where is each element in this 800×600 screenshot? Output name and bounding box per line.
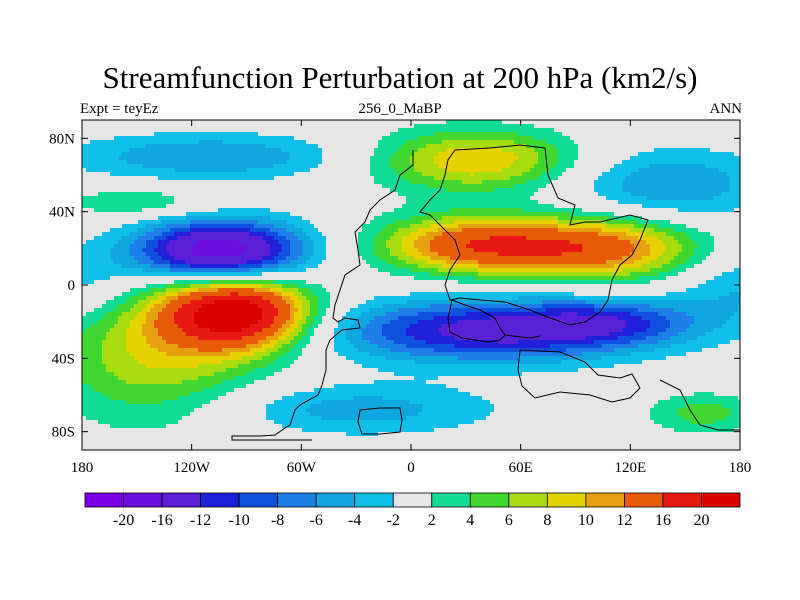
y-tick-label: 80N <box>49 131 75 147</box>
colorbar-label: 10 <box>578 512 594 529</box>
colorbar-swatch <box>431 492 471 508</box>
season-label: ANN <box>709 101 743 117</box>
colorbar-swatch <box>546 492 587 508</box>
colorbar-label: -16 <box>151 512 172 529</box>
colorbar-label: -10 <box>228 512 249 529</box>
x-tick-label: 60W <box>287 460 317 476</box>
colorbar-label: 2 <box>428 512 436 529</box>
colorbar: -20 -16 -12 -10 -8 -6 -4 -2 2 4 6 8 10 12 16 20 <box>84 492 741 529</box>
colorbar-label: 4 <box>466 512 474 529</box>
colorbar-label: 12 <box>616 512 632 529</box>
colorbar-swatch <box>315 492 356 508</box>
y-tick-label: 80S <box>52 425 75 441</box>
x-tick-label: 180 <box>71 460 94 476</box>
colorbar-label: 20 <box>693 512 709 529</box>
experiment-label: Expt = teyEz <box>80 101 159 117</box>
chart-title: Streamfunction Perturbation at 200 hPa (… <box>102 60 698 95</box>
case-label: 256_0_MaBP <box>358 101 442 117</box>
colorbar-label: -8 <box>271 512 284 529</box>
x-tick-label: 120E <box>614 460 646 476</box>
colorbar-label: -4 <box>348 512 361 529</box>
coastline-africa <box>447 299 506 343</box>
coastline-antarctica-right <box>659 379 740 431</box>
colorbar-label: -20 <box>113 512 134 529</box>
colorbar-swatch <box>624 492 664 508</box>
x-tick-label: 180 <box>729 460 752 476</box>
colorbar-swatch <box>701 492 741 508</box>
colorbar-label: 16 <box>655 512 671 529</box>
coastline-mid-africa <box>504 334 541 339</box>
colorbar-swatch <box>662 492 702 508</box>
coastline-antarctic-islet <box>357 407 403 435</box>
colorbar-swatch <box>84 492 124 508</box>
colorbar-swatch <box>585 492 625 508</box>
colorbar-swatch <box>238 492 279 508</box>
colorbar-swatch <box>354 492 394 508</box>
y-tick-label: 0 <box>68 278 76 294</box>
colorbar-label: 8 <box>543 512 551 529</box>
colorbar-swatch <box>277 492 317 508</box>
axes-ticks: 180 120W 60W 0 60E 120E 180 80N 40N 0 40S 80S <box>49 120 751 476</box>
colorbar-label: 6 <box>505 512 513 529</box>
x-tick-label: 60E <box>509 460 533 476</box>
coastline-eurasia <box>419 144 649 326</box>
coastline-americas <box>231 150 414 441</box>
colorbar-swatch <box>161 492 201 508</box>
colorbar-swatch <box>392 492 433 508</box>
contour-field <box>82 120 740 450</box>
colorbar-swatch <box>123 492 163 508</box>
colorbar-label: -2 <box>387 512 400 529</box>
colorbar-label: -6 <box>310 512 323 529</box>
coastline-outlines <box>231 144 740 441</box>
y-tick-label: 40S <box>52 351 75 367</box>
x-tick-label: 0 <box>407 460 415 476</box>
x-tick-label: 120W <box>173 460 211 476</box>
y-tick-label: 40N <box>49 205 75 221</box>
colorbar-label: -12 <box>190 512 211 529</box>
coastline-australia <box>517 349 641 403</box>
colorbar-swatch <box>469 492 510 508</box>
colorbar-swatch <box>508 492 548 508</box>
colorbar-swatch <box>200 492 240 508</box>
